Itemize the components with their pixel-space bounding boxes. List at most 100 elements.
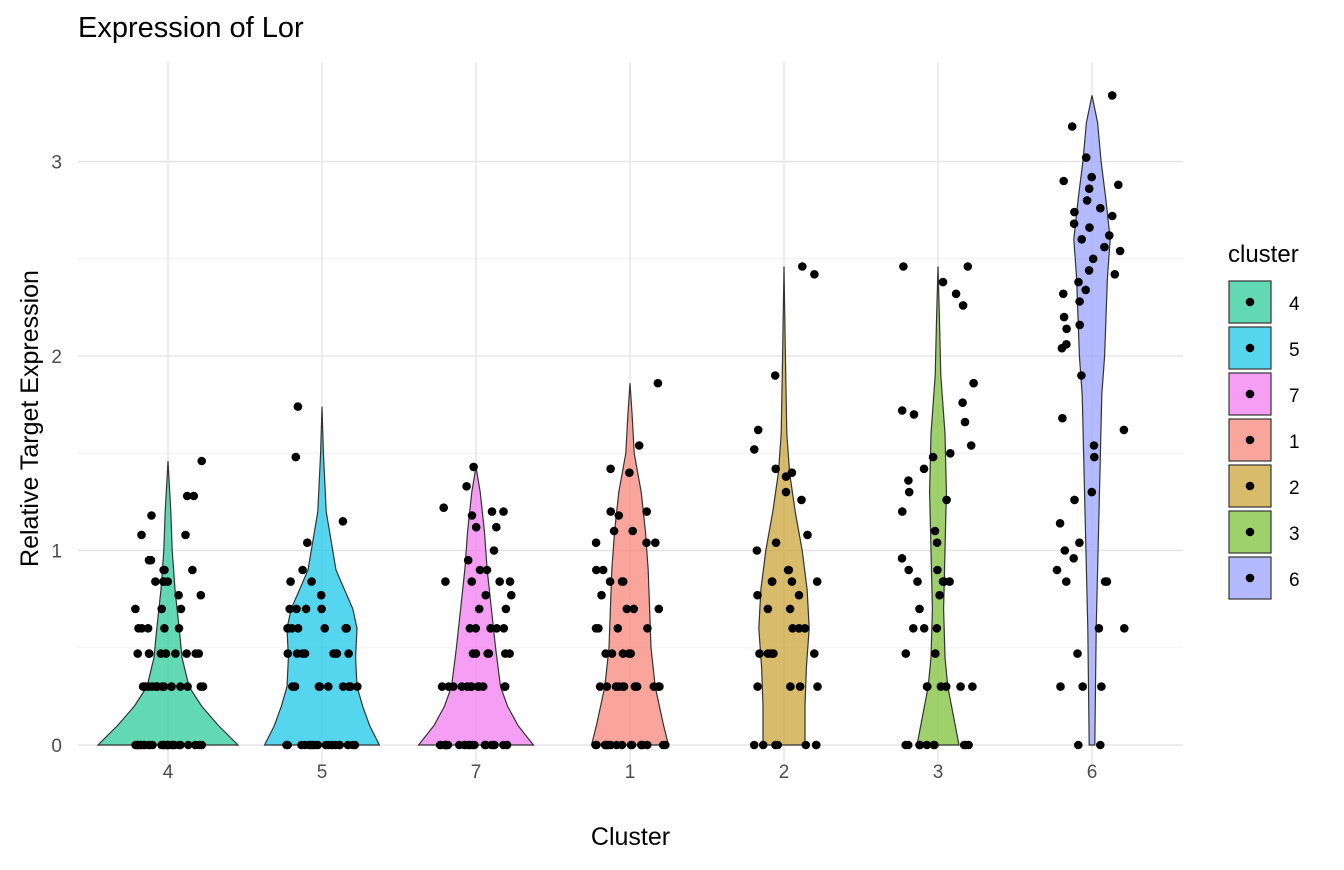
- point-cluster-6: [1075, 538, 1084, 547]
- point-cluster-7: [475, 565, 485, 575]
- point-cluster-2: [784, 565, 794, 575]
- point-cluster-1: [628, 526, 637, 536]
- point-cluster-1: [658, 740, 668, 750]
- point-cluster-6: [1100, 242, 1109, 252]
- point-cluster-6: [1087, 487, 1097, 497]
- point-cluster-7: [468, 649, 478, 658]
- point-cluster-1: [617, 740, 627, 750]
- point-cluster-4: [171, 649, 180, 658]
- point-cluster-7: [444, 682, 454, 691]
- point-cluster-1: [622, 604, 632, 614]
- violin-3: [916, 266, 960, 746]
- point-cluster-6: [1120, 624, 1129, 633]
- point-cluster-2: [787, 577, 797, 586]
- point-cluster-6: [1069, 554, 1078, 563]
- point-cluster-3: [922, 682, 932, 691]
- point-cluster-4: [174, 624, 184, 633]
- point-cluster-5: [329, 649, 338, 658]
- point-cluster-6: [1084, 266, 1094, 275]
- point-cluster-5: [350, 740, 360, 750]
- point-cluster-2: [810, 270, 819, 279]
- point-cluster-2: [753, 590, 762, 600]
- y-tick-label: 0: [51, 736, 62, 757]
- point-cluster-4: [184, 740, 193, 750]
- point-cluster-4: [198, 682, 208, 691]
- point-cluster-7: [495, 577, 505, 586]
- point-cluster-6: [1059, 289, 1068, 299]
- point-cluster-7: [484, 649, 494, 658]
- point-cluster-4: [191, 649, 200, 658]
- point-cluster-2: [750, 445, 759, 454]
- point-cluster-1: [642, 538, 651, 547]
- point-cluster-4: [147, 511, 156, 520]
- legend-key-dot: [1245, 481, 1255, 491]
- point-cluster-4: [157, 604, 166, 614]
- point-cluster-7: [469, 462, 478, 472]
- point-cluster-4: [183, 682, 192, 691]
- legend-label: 4: [1289, 294, 1300, 315]
- point-cluster-1: [614, 511, 624, 520]
- point-cluster-3: [915, 740, 924, 750]
- point-cluster-4: [176, 682, 185, 691]
- point-cluster-3: [915, 604, 924, 614]
- point-cluster-5: [346, 682, 355, 691]
- point-cluster-1: [613, 624, 623, 633]
- point-cluster-6: [1107, 91, 1117, 100]
- point-cluster-6: [1069, 219, 1079, 228]
- point-cluster-7: [507, 590, 516, 600]
- point-cluster-3: [928, 452, 938, 462]
- point-cluster-4: [176, 740, 185, 750]
- point-cluster-5: [291, 452, 301, 462]
- legend-label: 6: [1289, 570, 1300, 591]
- point-cluster-3: [904, 565, 913, 575]
- point-cluster-4: [159, 682, 169, 691]
- point-cluster-1: [606, 464, 615, 474]
- point-cluster-4: [181, 530, 190, 540]
- point-cluster-6: [1110, 270, 1120, 279]
- point-cluster-1: [602, 682, 612, 691]
- point-cluster-6: [1077, 371, 1086, 380]
- point-cluster-6: [1055, 519, 1065, 528]
- point-cluster-3: [922, 740, 932, 750]
- point-cluster-5: [286, 577, 295, 586]
- point-cluster-4: [144, 555, 154, 565]
- point-cluster-1: [597, 590, 606, 600]
- point-cluster-5: [307, 740, 317, 750]
- point-cluster-3: [901, 649, 911, 658]
- point-cluster-2: [794, 624, 804, 633]
- point-cluster-5: [293, 402, 303, 411]
- legend-label: 1: [1289, 432, 1300, 453]
- y-axis-label: Relative Target Expression: [16, 270, 44, 567]
- point-cluster-4: [134, 624, 143, 633]
- violin-6: [1073, 95, 1111, 746]
- point-cluster-2: [773, 740, 782, 750]
- x-axis-label: Cluster: [591, 823, 670, 851]
- point-cluster-1: [607, 649, 617, 658]
- point-cluster-3: [935, 590, 944, 600]
- point-cluster-7: [499, 624, 509, 633]
- point-cluster-1: [595, 682, 605, 691]
- point-cluster-2: [786, 682, 795, 691]
- legend-label: 2: [1289, 478, 1300, 499]
- point-cluster-1: [617, 577, 627, 586]
- x-tick-label: 4: [163, 762, 174, 783]
- point-cluster-4: [167, 682, 176, 691]
- chart-title: Expression of Lor: [78, 12, 304, 44]
- point-cluster-2: [800, 624, 810, 633]
- point-cluster-1: [637, 740, 646, 750]
- point-cluster-7: [461, 740, 471, 750]
- point-cluster-6: [1075, 320, 1084, 330]
- violin-4: [96, 460, 240, 746]
- point-cluster-7: [492, 624, 502, 633]
- point-cluster-5: [338, 682, 348, 691]
- point-cluster-2: [801, 740, 811, 750]
- point-cluster-3: [909, 624, 918, 633]
- point-cluster-1: [626, 740, 636, 750]
- point-cluster-4: [138, 682, 148, 691]
- legend-key-dot: [1245, 343, 1255, 353]
- point-cluster-6: [1056, 682, 1065, 691]
- point-cluster-5: [282, 740, 291, 750]
- point-cluster-1: [651, 538, 660, 547]
- point-cluster-1: [643, 740, 652, 750]
- point-cluster-4: [144, 649, 154, 658]
